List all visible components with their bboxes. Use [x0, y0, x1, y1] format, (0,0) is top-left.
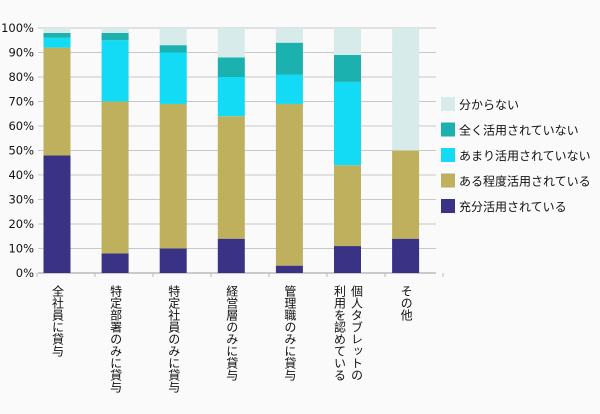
y-tick-label: 70%: [8, 95, 34, 109]
bar-segment: [275, 28, 303, 43]
bar-segment: [101, 28, 129, 33]
legend-label: ある程度活用されている: [459, 174, 591, 189]
bar-segment: [43, 37, 71, 48]
bar-segment: [101, 253, 129, 273]
bar-segment: [217, 28, 245, 58]
y-tick-label: 40%: [8, 168, 34, 182]
legend-swatch: [441, 199, 455, 213]
bar-segment: [43, 155, 71, 273]
bar-segment: [159, 52, 187, 104]
category-label: 個人タブレットの利用を認めている: [332, 285, 364, 381]
bar-segment: [159, 248, 187, 273]
category-label: 管理職のみに貸与: [282, 285, 297, 381]
category-label: 経営層のみに貸与: [224, 285, 239, 381]
y-tick-label: 90%: [8, 46, 34, 60]
bar-segment: [334, 28, 361, 55]
legend-label: 分からない: [459, 98, 519, 112]
bar-segment: [43, 47, 71, 156]
bar-segment: [334, 81, 361, 166]
bar-segment: [217, 77, 245, 117]
bar-segment: [334, 54, 361, 82]
bar-segment: [392, 28, 420, 151]
y-tick-label: 0%: [16, 266, 34, 280]
legend-swatch: [441, 122, 455, 137]
bar-segment: [159, 103, 187, 249]
bar-segment: [159, 28, 187, 46]
legend-label: 充分活用されている: [459, 199, 567, 214]
bar-segment: [217, 238, 245, 273]
bar-segment: [217, 57, 245, 77]
y-tick-label: 30%: [8, 193, 34, 207]
bar-segment: [101, 101, 129, 254]
category-label: 特定部署のみに貸与: [108, 285, 123, 393]
y-tick-label: 100%: [1, 21, 34, 35]
bar-segment: [334, 165, 361, 247]
bar-segment: [392, 238, 420, 273]
bar-segment: [101, 40, 129, 102]
bar-segment: [159, 45, 187, 53]
bar-segment: [217, 116, 245, 239]
category-label: 特定社員のみに貸与: [166, 285, 181, 393]
y-tick-label: 20%: [8, 217, 34, 231]
y-tick-label: 50%: [8, 144, 34, 158]
legend-swatch: [441, 97, 455, 111]
bar-segment: [101, 32, 129, 41]
bar-segment: [43, 28, 71, 33]
category-label: その他: [399, 285, 414, 321]
category-label: 全社員に貸与: [50, 285, 65, 357]
y-tick-label: 60%: [8, 119, 34, 133]
bar-segment: [275, 265, 303, 273]
bar-segment: [275, 42, 303, 75]
bar-segment: [392, 150, 420, 239]
y-tick-label: 80%: [8, 70, 34, 84]
y-tick-label: 10%: [8, 242, 34, 256]
bar-segment: [334, 246, 361, 273]
bar-segment: [275, 74, 303, 104]
legend-label: 全く活用されていない: [459, 123, 579, 138]
stacked-bar-chart: 0% 10% 20% 30% 40% 50% 60% 70% 80% 90% 100% 分からない全く…: [1, 21, 591, 280]
bar-segment: [275, 103, 303, 266]
legend-swatch: [441, 173, 455, 188]
legend-swatch: [441, 148, 455, 162]
bar-segment: [43, 32, 71, 38]
legend-label: あまり活用されていない: [459, 149, 591, 163]
